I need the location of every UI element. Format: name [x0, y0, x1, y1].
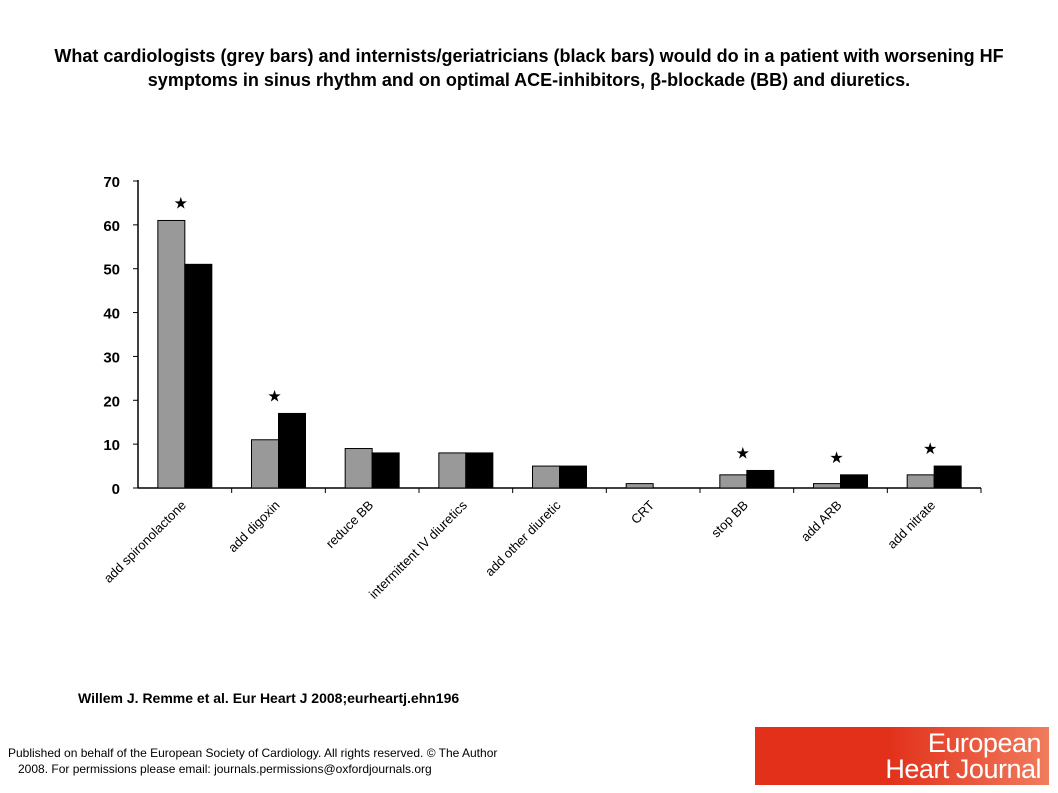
bar-grey — [532, 465, 560, 489]
bar-grey — [251, 439, 279, 489]
x-category-label: reduce BB — [323, 498, 377, 552]
significance-star: ★ — [829, 448, 843, 467]
bar-chart: 0 10 20 30 40 50 60 70 add spironolactone ★ add di… — [101, 174, 982, 602]
bar-grey — [906, 474, 935, 489]
y-tick-label: 30 — [103, 349, 120, 366]
x-category-label: add nitrate — [884, 498, 938, 552]
bar-black — [371, 452, 400, 489]
chart-title: What cardiologists (grey bars) and inter… — [54, 46, 1004, 90]
x-category-label: add ARB — [798, 498, 845, 545]
significance-star: ★ — [174, 193, 188, 212]
copyright-line-1: Published on behalf of the European Soci… — [8, 746, 498, 760]
citation: Willem J. Remme et al. Eur Heart J 2008;… — [78, 690, 460, 706]
x-category-label: add spironolactone — [101, 498, 189, 586]
copyright-line-2: 2008. For permissions please email: jour… — [18, 762, 432, 776]
bar-grey — [344, 448, 373, 489]
x-category-label: add other diuretic — [482, 497, 564, 579]
significance-star: ★ — [923, 439, 937, 458]
significance-star: ★ — [267, 386, 281, 405]
bar-grey — [813, 483, 841, 489]
logo-word-2: Heart Journal — [885, 754, 1041, 784]
bar-black — [840, 474, 868, 489]
y-tick-label: 50 — [103, 262, 120, 279]
copyright-note: Published on behalf of the European Soci… — [8, 745, 578, 777]
bar-black — [465, 452, 494, 489]
y-tick-label: 60 — [103, 218, 120, 235]
bar-black — [559, 465, 587, 489]
x-category-label: stop BB — [708, 498, 751, 541]
bar-grey — [719, 474, 748, 489]
y-tick-label: 10 — [103, 437, 120, 454]
logo-word-1: European — [927, 728, 1042, 758]
x-category-label: intermittent IV diuretics — [366, 497, 470, 601]
y-tick-label: 70 — [103, 174, 120, 191]
y-tick-label: 0 — [112, 481, 120, 498]
x-category-label: add digoxin — [225, 498, 283, 556]
bar-black — [184, 263, 213, 489]
y-tick-label: 40 — [103, 306, 120, 323]
bar-black — [746, 469, 775, 489]
significance-star: ★ — [736, 443, 750, 462]
x-category-label: CRT — [628, 497, 657, 526]
bar-black — [278, 412, 306, 489]
journal-logo: European Heart Journal — [755, 727, 1049, 785]
bar-black — [933, 465, 962, 489]
bar-grey — [625, 483, 654, 489]
bar-grey — [157, 219, 186, 489]
y-tick-label: 20 — [103, 393, 120, 410]
bar-grey — [438, 452, 467, 489]
